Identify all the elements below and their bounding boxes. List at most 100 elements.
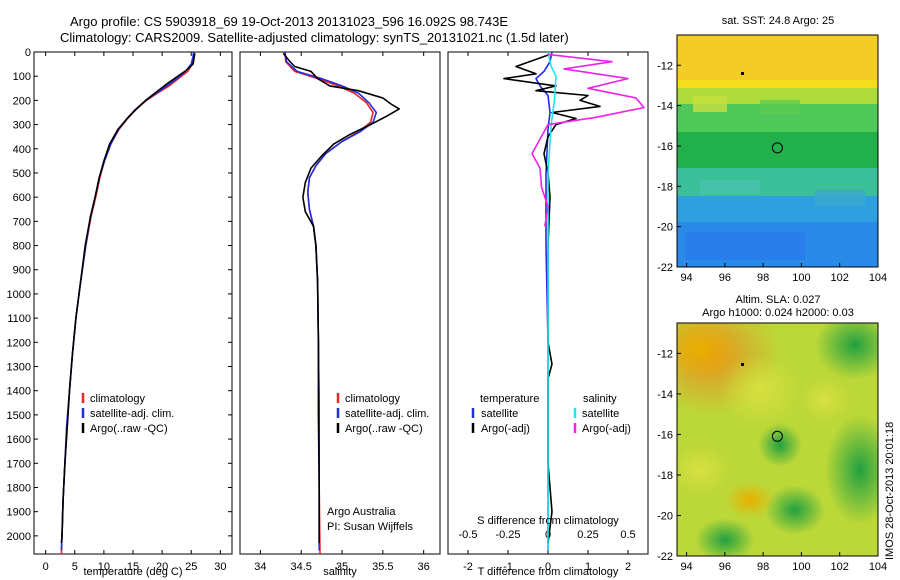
map-x-tick-label: 102 <box>831 561 849 573</box>
x-tick-label: 35 <box>336 561 348 573</box>
temperature-panel: 0100200300400500600700800900100011001200… <box>7 47 648 578</box>
legend-temp-satellite: satellite <box>481 408 518 420</box>
map-x-tick-label: 94 <box>680 561 692 573</box>
small-marker <box>741 72 744 75</box>
salinity-x-ticks: 34 34.5 35 35.5 36 <box>254 52 430 573</box>
x-tick-label: 0 <box>545 561 551 573</box>
map-x-tick-label: 98 <box>757 272 769 284</box>
figure-title-line1: Argo profile: CS 5903918_69 19-Oct-2013 … <box>70 14 508 29</box>
series-line-argo-raw-qc- <box>60 53 196 544</box>
depth-tick-label: 1400 <box>7 386 31 398</box>
difference-series <box>503 52 645 551</box>
x-tick-label: 35.5 <box>372 561 393 573</box>
depth-tick-label: 900 <box>13 265 31 277</box>
s-difference-tick-label: 0.25 <box>577 529 598 541</box>
x-tick-label: 34.5 <box>291 561 312 573</box>
map-x-tick-label: 100 <box>792 561 810 573</box>
depth-tick-label: 1000 <box>7 289 31 301</box>
map-y-tick-label: -12 <box>657 348 673 360</box>
sst-map-ticks: 94 96 98 100 102 104 -12 -14 -16 -18 -20 -22 <box>657 60 887 284</box>
x-tick-label: 1 <box>585 561 591 573</box>
map-x-tick-label: 96 <box>719 561 731 573</box>
temperature-x-ticks: 0 5 10 15 20 25 30 <box>43 52 226 573</box>
difference-legend: temperature salinity satellite Argo(-adj… <box>471 393 631 435</box>
legend-header-temperature: temperature <box>480 393 539 405</box>
legend-satellite: satellite-adj. clim. <box>345 408 429 420</box>
depth-tick-label: 800 <box>13 241 31 253</box>
depth-tick-label: 400 <box>13 144 31 156</box>
s-difference-tick-label: -0.25 <box>495 529 520 541</box>
t-difference-x-ticks: -2 -1 0 1 2 <box>463 52 631 573</box>
x-tick-label: 34 <box>254 561 266 573</box>
sla-map-title-line2: Argo h1000: 0.024 h2000: 0.03 <box>702 307 854 319</box>
depth-tick-label: 1500 <box>7 410 31 422</box>
x-tick-label: 36 <box>418 561 430 573</box>
depth-tick-label: 0 <box>25 47 31 59</box>
x-tick-label: 0 <box>43 561 49 573</box>
depth-tick-label: 2000 <box>7 531 31 543</box>
x-tick-label: 2 <box>625 561 631 573</box>
map-x-tick-label: 102 <box>831 272 849 284</box>
sst-field <box>677 35 878 267</box>
sst-map-panel: sat. SST: 24.8 Argo: 25 94 96 98 100 102 104 -… <box>657 15 887 284</box>
legend-sal-satellite: satellite <box>582 408 619 420</box>
argo-australia-note: Argo Australia <box>327 506 396 518</box>
map-x-tick-label: 104 <box>869 561 887 573</box>
legend-climatology: climatology <box>90 393 146 405</box>
map-y-tick-label: -18 <box>657 181 673 193</box>
sla-map-ticks: 94 96 98 100 102 104 -12 -14 -16 -18 -20 -22 <box>657 348 887 573</box>
difference-panel: -2 -1 0 1 2 -0.5 -0.25 0 0.25 0.5 T difference f… <box>447 51 649 578</box>
map-y-tick-label: -14 <box>657 101 673 113</box>
map-y-tick-label: -14 <box>657 389 673 401</box>
map-y-tick-label: -22 <box>657 262 673 274</box>
x-tick-label: 5 <box>72 561 78 573</box>
s-difference-x-ticks: -0.5 -0.25 0 0.25 0.5 <box>459 529 636 541</box>
depth-tick-label: 1100 <box>7 313 31 325</box>
depth-tick-label: 1900 <box>7 507 31 519</box>
map-x-tick-label: 94 <box>680 272 692 284</box>
map-x-tick-label: 104 <box>869 272 887 284</box>
sla-field <box>677 323 878 556</box>
series-line-salinity-argo-adj- <box>531 53 645 227</box>
legend-argo: Argo(..raw -QC) <box>90 423 168 435</box>
depth-tick-label: 200 <box>13 95 31 107</box>
s-difference-x-label: S difference from climatology <box>477 515 619 527</box>
series-line-temperature-argo-adj- <box>503 53 601 544</box>
series-line-argo-raw-qc- <box>282 52 400 544</box>
depth-tick-label: 500 <box>13 168 31 180</box>
depth-tick-label: 1600 <box>7 434 31 446</box>
argo-position-marker <box>771 142 783 154</box>
x-tick-label: 30 <box>214 561 226 573</box>
x-tick-label: 15 <box>127 561 139 573</box>
legend-temp-argo: Argo(-adj) <box>481 423 530 435</box>
depth-tick-label: 1200 <box>7 337 31 349</box>
x-tick-label: -2 <box>463 561 473 573</box>
legend-header-salinity: salinity <box>583 393 617 405</box>
map-y-tick-label: -12 <box>657 60 673 72</box>
temperature-legend: climatology satellite-adj. clim. Argo(..… <box>81 393 174 435</box>
salinity-legend: climatology satellite-adj. clim. Argo(..… <box>336 393 429 435</box>
salinity-series <box>282 52 400 554</box>
x-tick-label: 20 <box>156 561 168 573</box>
depth-tick-label: 1800 <box>7 482 31 494</box>
temperature-x-label: temperature (deg C) <box>83 566 182 578</box>
legend-sal-argo: Argo(-adj) <box>582 423 631 435</box>
salinity-x-label: salinity <box>323 566 357 578</box>
small-marker <box>741 363 744 366</box>
depth-tick-label: 700 <box>13 216 31 228</box>
sst-map-title: sat. SST: 24.8 Argo: 25 <box>722 15 835 27</box>
s-difference-tick-label: 0.5 <box>620 529 635 541</box>
depth-tick-label: 1300 <box>7 362 31 374</box>
argo-position-marker <box>771 430 783 442</box>
legend-argo: Argo(..raw -QC) <box>345 423 423 435</box>
t-difference-x-label: T difference from climatology <box>478 566 619 578</box>
map-y-tick-label: -22 <box>657 551 673 563</box>
imos-stamp: IMOS 28-Oct-2013 20:01:18 <box>884 422 896 560</box>
depth-tick-label: 600 <box>13 192 31 204</box>
sla-map-panel: Altim. SLA: 0.027 Argo h1000: 0.024 h200… <box>657 294 887 573</box>
depth-tick-label: 1700 <box>7 458 31 470</box>
pi-note: PI: Susan Wijffels <box>327 521 413 533</box>
map-y-tick-label: -16 <box>657 429 673 441</box>
map-y-tick-label: -18 <box>657 470 673 482</box>
